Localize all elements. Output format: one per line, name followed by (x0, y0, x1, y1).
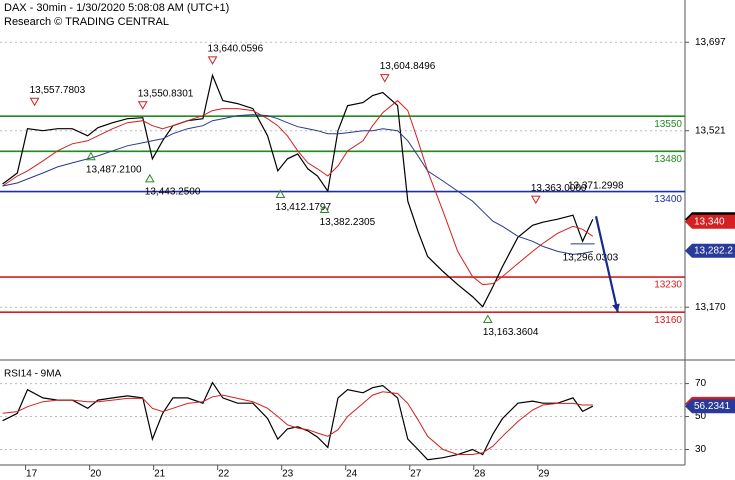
low-marker (275, 189, 286, 198)
annotation-label: 13,640.0596 (208, 44, 264, 55)
annotation-label: 13,371.2998 (568, 181, 624, 192)
annotation-label: 13,163.3604 (483, 327, 539, 338)
y-tick-label: 50 (695, 411, 707, 422)
rsi-title: RSI14 - 9MA (4, 369, 62, 380)
price-tag-label: 13,282.2 (694, 245, 733, 256)
low-marker (86, 151, 96, 161)
annotation-label: 13,487.2100 (86, 164, 142, 175)
annotation-label: 13,550.8301 (138, 88, 194, 99)
price-tag (685, 399, 735, 414)
y-tick-label: 13,521 (695, 125, 726, 136)
chart-title: DAX - 30min - 1/30/2020 5:08:08 AM (UTC+… (4, 2, 229, 14)
low-marker (319, 204, 330, 213)
series-line (2, 99, 594, 286)
y-tick-label: 13,170 (695, 302, 726, 313)
annotation-label: 13,443.2500 (145, 186, 201, 197)
price-tag-label: 56.2341 (694, 401, 731, 412)
series-line (2, 73, 594, 308)
x-tick-label: 21 (154, 469, 166, 480)
arrow-head (612, 303, 620, 313)
x-tick-label: 28 (474, 469, 486, 480)
forecast-arrow (594, 215, 619, 313)
y-tick-label: 13,697 (695, 37, 726, 48)
level-label: 13400 (654, 194, 682, 205)
annotation-label: 13,604.8496 (380, 61, 436, 72)
x-tick-label: 29 (538, 469, 550, 480)
x-tick-label: 27 (410, 469, 422, 480)
series-line (2, 391, 593, 455)
high-marker (530, 195, 541, 205)
annotation-label: 13,363.0000 (531, 183, 587, 194)
level-label: 13480 (654, 154, 682, 165)
y-tick-label: 70 (695, 378, 707, 389)
annotation-label: 13,296.0303 (563, 252, 619, 263)
level-label: 13230 (654, 280, 682, 291)
high-marker (379, 74, 390, 83)
annotation-label: 13,412.1797 (275, 202, 331, 213)
price-tag (685, 214, 735, 229)
series-line (2, 114, 593, 255)
low-marker (482, 314, 493, 324)
level-label: 13160 (654, 315, 682, 326)
x-tick-label: 24 (346, 469, 358, 480)
x-tick-label: 17 (26, 469, 38, 480)
chart-subtitle: Research © TRADING CENTRAL (4, 16, 169, 28)
series-line (2, 381, 594, 461)
price-tag-label: 13,340 (694, 216, 725, 227)
x-tick-label: 22 (218, 469, 230, 480)
annotation-label: 13,382.2305 (320, 217, 376, 228)
x-tick-label: 23 (282, 469, 294, 480)
level-label: 13550 (654, 119, 682, 130)
price-tag (685, 243, 735, 258)
low-marker (144, 173, 155, 183)
high-marker (29, 97, 40, 107)
annotation-label: 13,557.7803 (30, 85, 86, 96)
high-marker (137, 101, 148, 110)
high-marker (207, 56, 218, 65)
x-tick-label: 20 (90, 469, 102, 480)
y-tick-label: 30 (695, 444, 707, 455)
